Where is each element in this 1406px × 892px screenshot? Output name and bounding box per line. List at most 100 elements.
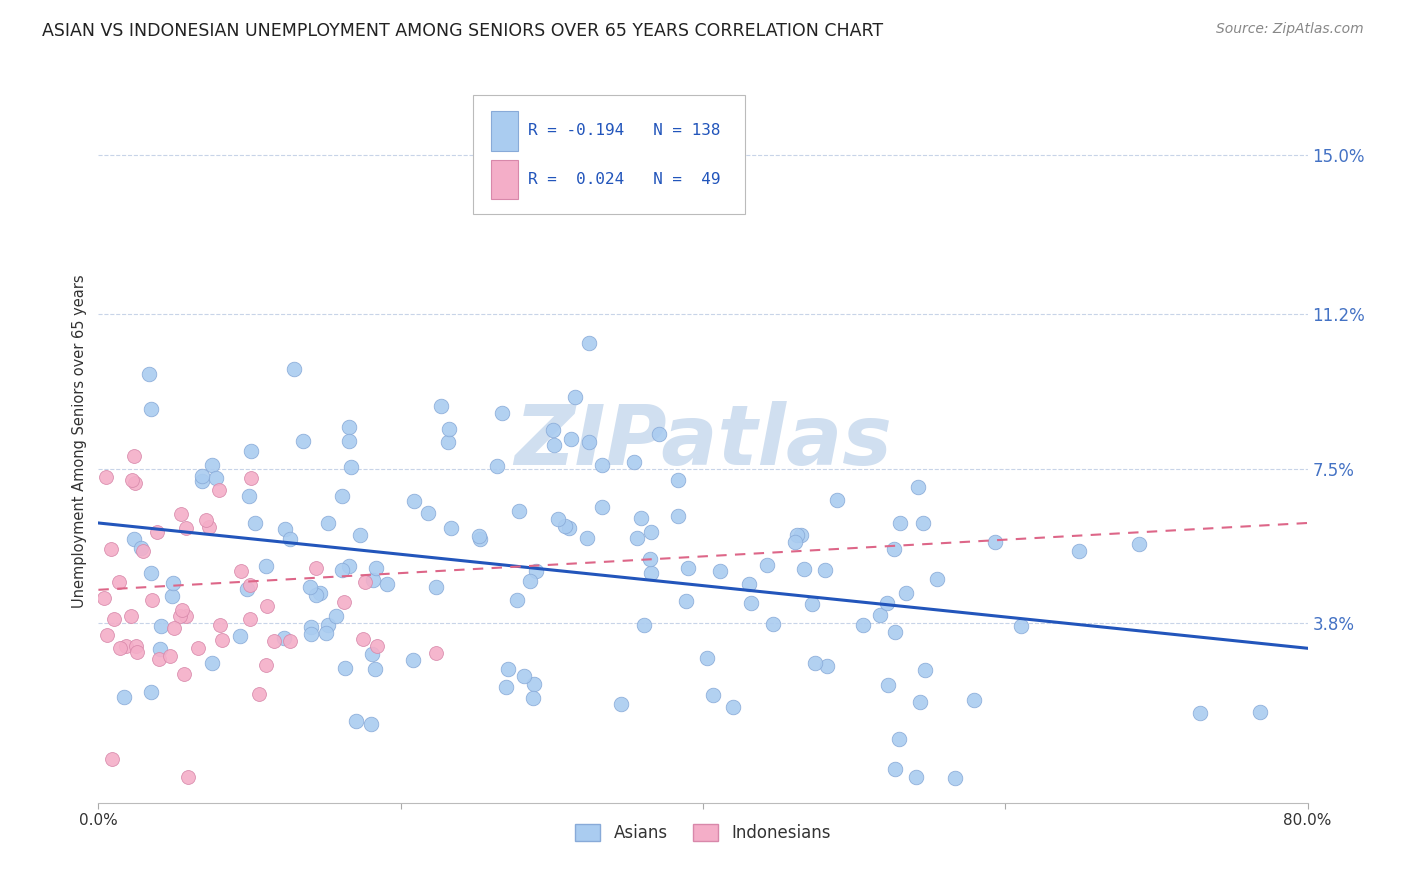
Point — [208, 483, 231, 497]
Text: ASIAN VS INDONESIAN UNEMPLOYMENT AMONG SENIORS OVER 65 YEARS CORRELATION CHART: ASIAN VS INDONESIAN UNEMPLOYMENT AMONG S… — [42, 22, 883, 40]
Point — [254, 559, 277, 574]
Point — [132, 543, 155, 558]
Point — [201, 656, 224, 670]
Point — [305, 561, 328, 575]
Point — [804, 656, 827, 670]
Point — [506, 593, 529, 607]
Point — [783, 534, 806, 549]
Point — [815, 659, 838, 673]
Point — [1067, 543, 1090, 558]
Point — [139, 566, 162, 581]
Point — [263, 634, 285, 648]
Point — [174, 521, 197, 535]
Point — [485, 458, 508, 473]
Point — [94, 470, 117, 484]
Text: R =  0.024   N =  49: R = 0.024 N = 49 — [527, 172, 720, 186]
Point — [299, 580, 322, 594]
Point — [291, 434, 314, 448]
Point — [139, 402, 162, 417]
Point — [523, 677, 546, 691]
Point — [633, 618, 655, 632]
Point — [623, 455, 645, 469]
Point — [366, 561, 388, 575]
Point — [308, 585, 330, 599]
Point — [115, 639, 138, 653]
Point — [790, 528, 813, 542]
Point — [416, 507, 439, 521]
Point — [360, 716, 382, 731]
Text: R = -0.194   N = 138: R = -0.194 N = 138 — [527, 123, 720, 138]
Point — [354, 575, 377, 590]
Point — [626, 531, 648, 545]
Point — [640, 524, 662, 539]
Point — [173, 667, 195, 681]
Point — [169, 609, 191, 624]
Point — [364, 663, 387, 677]
Point — [240, 443, 263, 458]
Point — [762, 616, 785, 631]
Point — [675, 594, 697, 608]
Point — [112, 690, 135, 705]
Point — [591, 500, 613, 514]
Point — [208, 618, 231, 632]
Point — [925, 572, 948, 586]
Point — [721, 699, 744, 714]
Point — [884, 762, 907, 776]
Point — [908, 695, 931, 709]
Point — [402, 653, 425, 667]
Point — [344, 714, 367, 729]
Y-axis label: Unemployment Among Seniors over 65 years: Unemployment Among Seniors over 65 years — [72, 275, 87, 608]
Point — [163, 621, 186, 635]
Point — [375, 576, 398, 591]
Point — [876, 595, 898, 609]
Point — [238, 578, 260, 592]
Point — [278, 634, 301, 648]
Point — [299, 627, 322, 641]
Point — [148, 652, 170, 666]
Point — [211, 632, 233, 647]
Point — [299, 620, 322, 634]
Point — [278, 532, 301, 546]
Point — [638, 552, 661, 566]
Point — [318, 618, 340, 632]
Point — [496, 662, 519, 676]
Point — [963, 693, 986, 707]
Point — [666, 509, 689, 524]
Point — [360, 648, 382, 662]
Point — [1249, 706, 1271, 720]
Point — [894, 586, 917, 600]
Point — [352, 632, 374, 646]
Point — [876, 678, 898, 692]
Point — [333, 595, 356, 609]
Point — [676, 561, 699, 575]
Point — [169, 507, 191, 521]
Point — [141, 593, 163, 607]
Point — [702, 688, 724, 702]
Point — [239, 611, 262, 625]
Point — [330, 489, 353, 503]
Point — [150, 618, 173, 632]
Point — [519, 574, 541, 588]
Point — [273, 632, 295, 646]
Point — [333, 661, 356, 675]
Point — [256, 599, 278, 614]
Point — [254, 657, 277, 672]
Point — [238, 489, 260, 503]
Point — [578, 434, 600, 449]
Point — [100, 752, 122, 766]
Point — [943, 771, 966, 785]
Point — [340, 460, 363, 475]
Point — [984, 535, 1007, 549]
Point — [430, 399, 453, 413]
Point — [755, 558, 778, 572]
Point — [907, 480, 929, 494]
Point — [103, 612, 125, 626]
Point — [852, 618, 875, 632]
FancyBboxPatch shape — [492, 160, 517, 200]
Point — [283, 362, 305, 376]
Point — [889, 516, 911, 531]
Point — [576, 531, 599, 545]
Point — [800, 597, 823, 611]
Point — [495, 680, 517, 694]
Point — [330, 563, 353, 577]
